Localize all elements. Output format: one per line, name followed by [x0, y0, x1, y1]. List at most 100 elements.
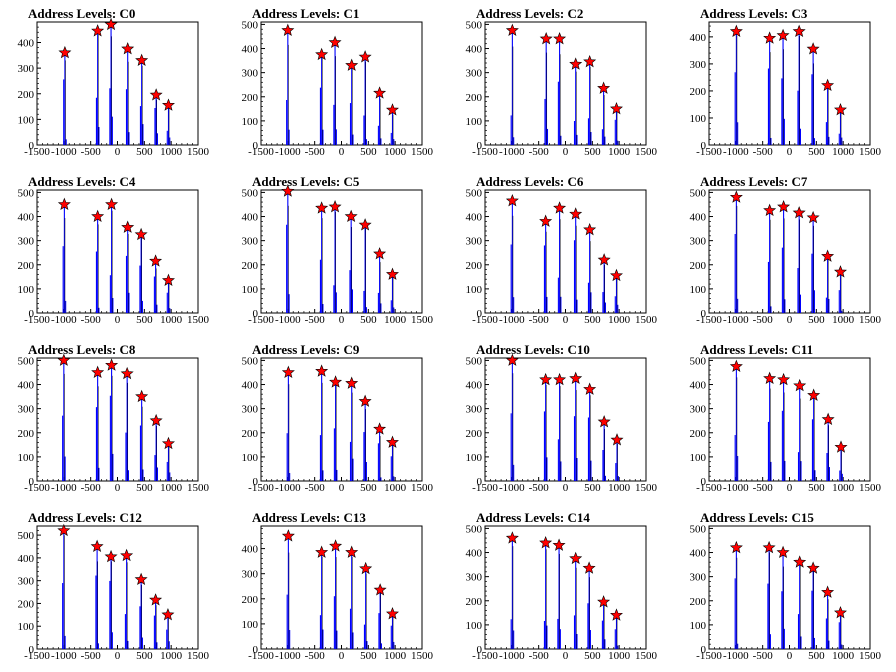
x-tick-label: -1500	[24, 146, 50, 158]
x-tick-label: 500	[360, 650, 377, 662]
x-tick-label: -1500	[472, 482, 498, 494]
y-tick-label: 500	[242, 19, 259, 31]
x-tick-label: -500	[81, 314, 102, 326]
y-tick-label: 100	[18, 114, 35, 126]
peak-marker	[597, 253, 611, 266]
x-tick-label: -500	[81, 650, 102, 662]
x-tick-label: -500	[753, 146, 774, 158]
peak-marker	[821, 249, 835, 262]
chart-title: Address Levels: C6	[476, 174, 584, 189]
x-tick-label: -1500	[472, 650, 498, 662]
peak-marker	[135, 389, 149, 403]
chart-panel: Address Levels: C13 -1500 -1000 -500 0 500 100…	[224, 504, 448, 672]
x-tick-label: -500	[305, 314, 326, 326]
y-tick-label: 100	[466, 452, 483, 464]
x-tick-label: -1000	[723, 482, 749, 494]
peak-marker	[345, 545, 359, 558]
peak-marker	[281, 529, 295, 542]
x-tick-label: -1000	[275, 314, 301, 326]
x-tick-label: 1000	[384, 146, 407, 158]
peak-marker	[329, 375, 343, 388]
y-tick-label: 100	[466, 116, 483, 128]
plot-frame	[36, 21, 199, 146]
plot-frame	[260, 21, 423, 146]
peak-marker	[609, 268, 623, 282]
y-tick-label: 200	[242, 260, 259, 272]
peak-marker	[792, 206, 806, 219]
x-tick-label: 500	[584, 482, 601, 494]
y-tick-label: 500	[18, 355, 35, 367]
peak-marker	[373, 583, 387, 596]
x-tick-label: -1500	[24, 482, 50, 494]
peak-marker	[149, 88, 163, 101]
y-tick-label: 200	[690, 428, 707, 440]
peak-marker	[762, 540, 776, 554]
chart-panel: Address Levels: C14 -1500 -1000 -500 0 500 100…	[448, 504, 672, 672]
peak-marker	[597, 595, 611, 608]
x-tick-label: 1500	[635, 650, 658, 662]
peak-marker	[583, 222, 597, 236]
x-tick-label: -1500	[24, 314, 50, 326]
x-tick-label: 1000	[384, 314, 407, 326]
peak-marker	[776, 545, 790, 559]
x-tick-label: -1000	[723, 314, 749, 326]
x-tick-label: 0	[115, 146, 121, 158]
histogram-plot: -1500 -1000 -500 0 500 1000 1500 0 100 200 300 400 5…	[18, 523, 210, 662]
chart-title: Address Levels: C1	[252, 6, 360, 21]
y-tick-label: 400	[242, 212, 259, 224]
x-tick-label: 0	[563, 482, 569, 494]
y-tick-label: 400	[18, 38, 35, 50]
peak-marker	[57, 197, 71, 210]
y-tick-label: 400	[18, 553, 35, 565]
histogram-plot: -1500 -1000 -500 0 500 1000 1500 0 100 200 300 400 5…	[242, 184, 434, 326]
x-tick-label: -1000	[275, 146, 301, 158]
peak-marker	[777, 372, 791, 386]
peak-marker	[552, 538, 566, 551]
y-tick-label: 100	[242, 452, 259, 464]
x-tick-label: -1500	[248, 146, 274, 158]
x-tick-label: -500	[529, 650, 550, 662]
peak-marker	[793, 555, 807, 568]
peak-marker	[763, 371, 777, 385]
x-tick-label: -500	[529, 314, 550, 326]
x-tick-label: 0	[563, 146, 569, 158]
peak-marker	[729, 190, 743, 203]
peak-marker	[385, 435, 399, 448]
y-tick-label: 0	[29, 308, 35, 320]
peak-marker	[90, 539, 104, 553]
x-tick-label: 1500	[411, 650, 434, 662]
histogram-plot: -1500 -1000 -500 0 500 1000 1500 0 100 200 300 400 5…	[690, 523, 882, 662]
y-tick-label: 0	[253, 308, 259, 320]
peak-marker	[120, 548, 134, 562]
y-tick-label: 0	[477, 308, 483, 320]
plot-frame	[484, 189, 647, 314]
histogram-plot: -1500 -1000 -500 0 500 1000 1500 0 100 200 300 400 5…	[466, 353, 658, 494]
x-tick-label: 0	[115, 650, 121, 662]
y-tick-label: 100	[242, 619, 259, 631]
chart-title: Address Levels: C8	[28, 342, 136, 357]
peak-marker	[134, 227, 148, 241]
x-tick-label: 1000	[160, 146, 183, 158]
peak-marker	[729, 24, 743, 37]
y-tick-label: 400	[690, 380, 707, 392]
y-tick-label: 200	[690, 260, 707, 272]
peak-marker	[359, 561, 373, 575]
y-tick-label: 300	[242, 236, 259, 248]
y-tick-label: 100	[242, 116, 259, 128]
x-tick-label: 500	[808, 482, 825, 494]
peak-marker	[91, 24, 105, 37]
x-tick-label: 0	[563, 650, 569, 662]
x-tick-label: 500	[136, 482, 153, 494]
x-tick-label: 0	[787, 314, 793, 326]
x-tick-label: 500	[584, 650, 601, 662]
chart-title: Address Levels: C7	[700, 174, 808, 189]
peak-marker	[806, 42, 820, 55]
chart-panel: Address Levels: C11 -1500 -1000 -500 0 500 100…	[672, 336, 896, 504]
y-tick-label: 0	[253, 476, 259, 488]
x-tick-label: 500	[584, 314, 601, 326]
peak-marker	[597, 415, 611, 428]
plot-frame	[708, 357, 871, 482]
y-tick-label: 0	[29, 644, 35, 656]
plot-frame	[708, 21, 871, 146]
